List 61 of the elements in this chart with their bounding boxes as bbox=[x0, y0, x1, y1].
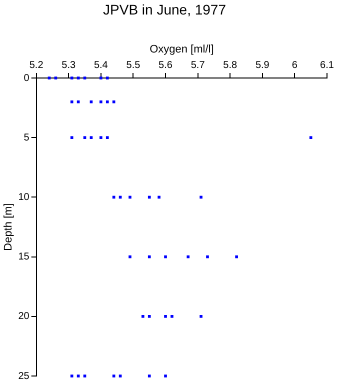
x-tick-label: 5.7 bbox=[190, 60, 206, 71]
x-tick-label: 5.9 bbox=[255, 60, 270, 71]
point bbox=[206, 255, 209, 258]
point bbox=[112, 374, 116, 378]
x-tick-label: 6 bbox=[292, 60, 298, 71]
point bbox=[48, 76, 51, 80]
point bbox=[148, 374, 151, 378]
point bbox=[76, 100, 80, 104]
x-tick-label: 6.1 bbox=[320, 60, 334, 71]
point bbox=[112, 196, 116, 199]
point bbox=[200, 314, 202, 318]
point bbox=[100, 136, 102, 140]
point bbox=[83, 76, 86, 80]
x-tick-label: 5.8 bbox=[223, 60, 238, 71]
point bbox=[76, 374, 80, 378]
y-axis-title: Depth [m] bbox=[2, 203, 15, 251]
x-tick-label: 5.4 bbox=[94, 60, 108, 71]
point bbox=[90, 100, 93, 104]
x-tick-label: 5.6 bbox=[158, 60, 173, 71]
point bbox=[148, 196, 151, 199]
point bbox=[90, 136, 93, 140]
point bbox=[70, 100, 74, 104]
point bbox=[83, 136, 86, 140]
point bbox=[70, 374, 74, 378]
point bbox=[158, 196, 160, 199]
point bbox=[148, 314, 151, 318]
x-axis-title: Oxygen [ml/l] bbox=[150, 43, 214, 56]
point bbox=[106, 76, 109, 80]
y-tick-label: 15 bbox=[18, 252, 30, 263]
point bbox=[170, 314, 174, 318]
x-tick-label: 5.5 bbox=[126, 60, 141, 71]
x-tick-label: 5.2 bbox=[29, 60, 44, 71]
point bbox=[54, 76, 58, 80]
y-tick-label: 10 bbox=[18, 192, 30, 203]
point bbox=[141, 314, 144, 318]
point bbox=[235, 255, 238, 258]
y-tick-label: 25 bbox=[18, 370, 30, 382]
point bbox=[70, 76, 74, 80]
point bbox=[200, 196, 202, 199]
point bbox=[70, 136, 74, 140]
y-tick-label: 5 bbox=[24, 132, 30, 144]
point bbox=[164, 314, 167, 318]
point bbox=[100, 100, 102, 104]
point bbox=[100, 76, 102, 80]
x-tick-label: 5.3 bbox=[62, 60, 76, 71]
chart-title: JPVB in June, 1977 bbox=[103, 1, 226, 18]
point bbox=[106, 100, 109, 104]
point bbox=[148, 255, 151, 258]
point bbox=[106, 136, 109, 140]
point bbox=[128, 196, 132, 199]
point bbox=[112, 100, 116, 104]
point bbox=[164, 374, 167, 378]
y-tick-label: 0 bbox=[24, 72, 30, 84]
point bbox=[83, 374, 86, 378]
y-tick-label: 20 bbox=[18, 311, 30, 322]
point bbox=[128, 255, 132, 258]
point bbox=[309, 136, 312, 140]
point bbox=[186, 255, 190, 258]
point bbox=[164, 255, 167, 258]
point bbox=[118, 374, 122, 378]
point bbox=[76, 76, 80, 80]
